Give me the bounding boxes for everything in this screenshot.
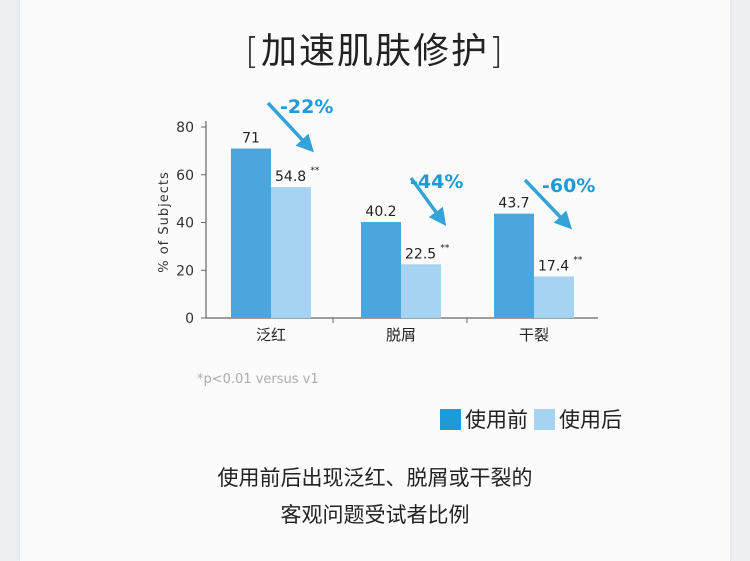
data-label-before-0: 71	[242, 130, 260, 146]
bar-after-2	[534, 276, 574, 318]
x-tick-label-1: 脱屑	[386, 326, 416, 344]
x-tick-label-0: 泛红	[256, 326, 286, 344]
page-title: [加速肌肤修护]	[0, 22, 750, 74]
significance-marker-1: **	[440, 243, 450, 253]
bar-after-0	[271, 187, 311, 318]
data-label-after-0: 54.8	[275, 169, 306, 185]
y-tick-label: 40	[176, 216, 194, 232]
y-tick-label: 0	[185, 311, 194, 327]
data-label-after-2: 17.4	[538, 258, 569, 274]
y-tick-label: 80	[176, 120, 194, 136]
caption-line-2: 客观问题受试者比例	[280, 503, 470, 527]
data-label-after-1: 22.5	[405, 246, 436, 262]
significance-marker-2: **	[573, 255, 583, 265]
data-label-before-1: 40.2	[365, 204, 396, 220]
footnote: *p<0.01 versus v1	[197, 372, 319, 387]
decrease-arrow-1	[409, 176, 447, 227]
legend-label-after: 使用后	[559, 408, 622, 432]
y-tick-label: 60	[176, 168, 194, 184]
title-bracket-open: [	[244, 31, 261, 72]
legend-swatch-after	[534, 408, 555, 430]
legend: 使用前 使用后	[440, 404, 628, 434]
legend-item-after: 使用后	[534, 404, 622, 434]
bar-before-0	[231, 148, 271, 318]
legend-label-before: 使用前	[465, 408, 528, 432]
decrease-arrow-2	[523, 178, 573, 230]
bar-after-1	[401, 264, 441, 318]
legend-item-before: 使用前	[440, 404, 528, 434]
x-tick-label-2: 干裂	[519, 326, 549, 344]
change-label-1: -44%	[410, 171, 463, 193]
change-label-2: -60%	[542, 175, 595, 197]
y-tick-label: 20	[176, 263, 194, 279]
decrease-arrow-0	[266, 101, 314, 153]
data-label-before-2: 43.7	[498, 196, 529, 212]
title-bracket-close: ]	[489, 31, 506, 72]
bar-before-1	[361, 222, 401, 318]
title-text: 加速肌肤修护	[260, 31, 489, 72]
significance-marker-0: **	[310, 166, 320, 176]
change-label-0: -22%	[280, 96, 333, 118]
caption-line-1: 使用前后出现泛红、脱屑或干裂的	[217, 466, 533, 490]
legend-swatch-before	[440, 408, 461, 430]
y-axis-label: % of Subjects	[157, 171, 172, 273]
bar-before-2	[494, 213, 534, 318]
bar-chart: 0 20 40 60 80 % of Subjects 71 54.8 ** 泛红 40.2 22.5…	[157, 96, 598, 344]
